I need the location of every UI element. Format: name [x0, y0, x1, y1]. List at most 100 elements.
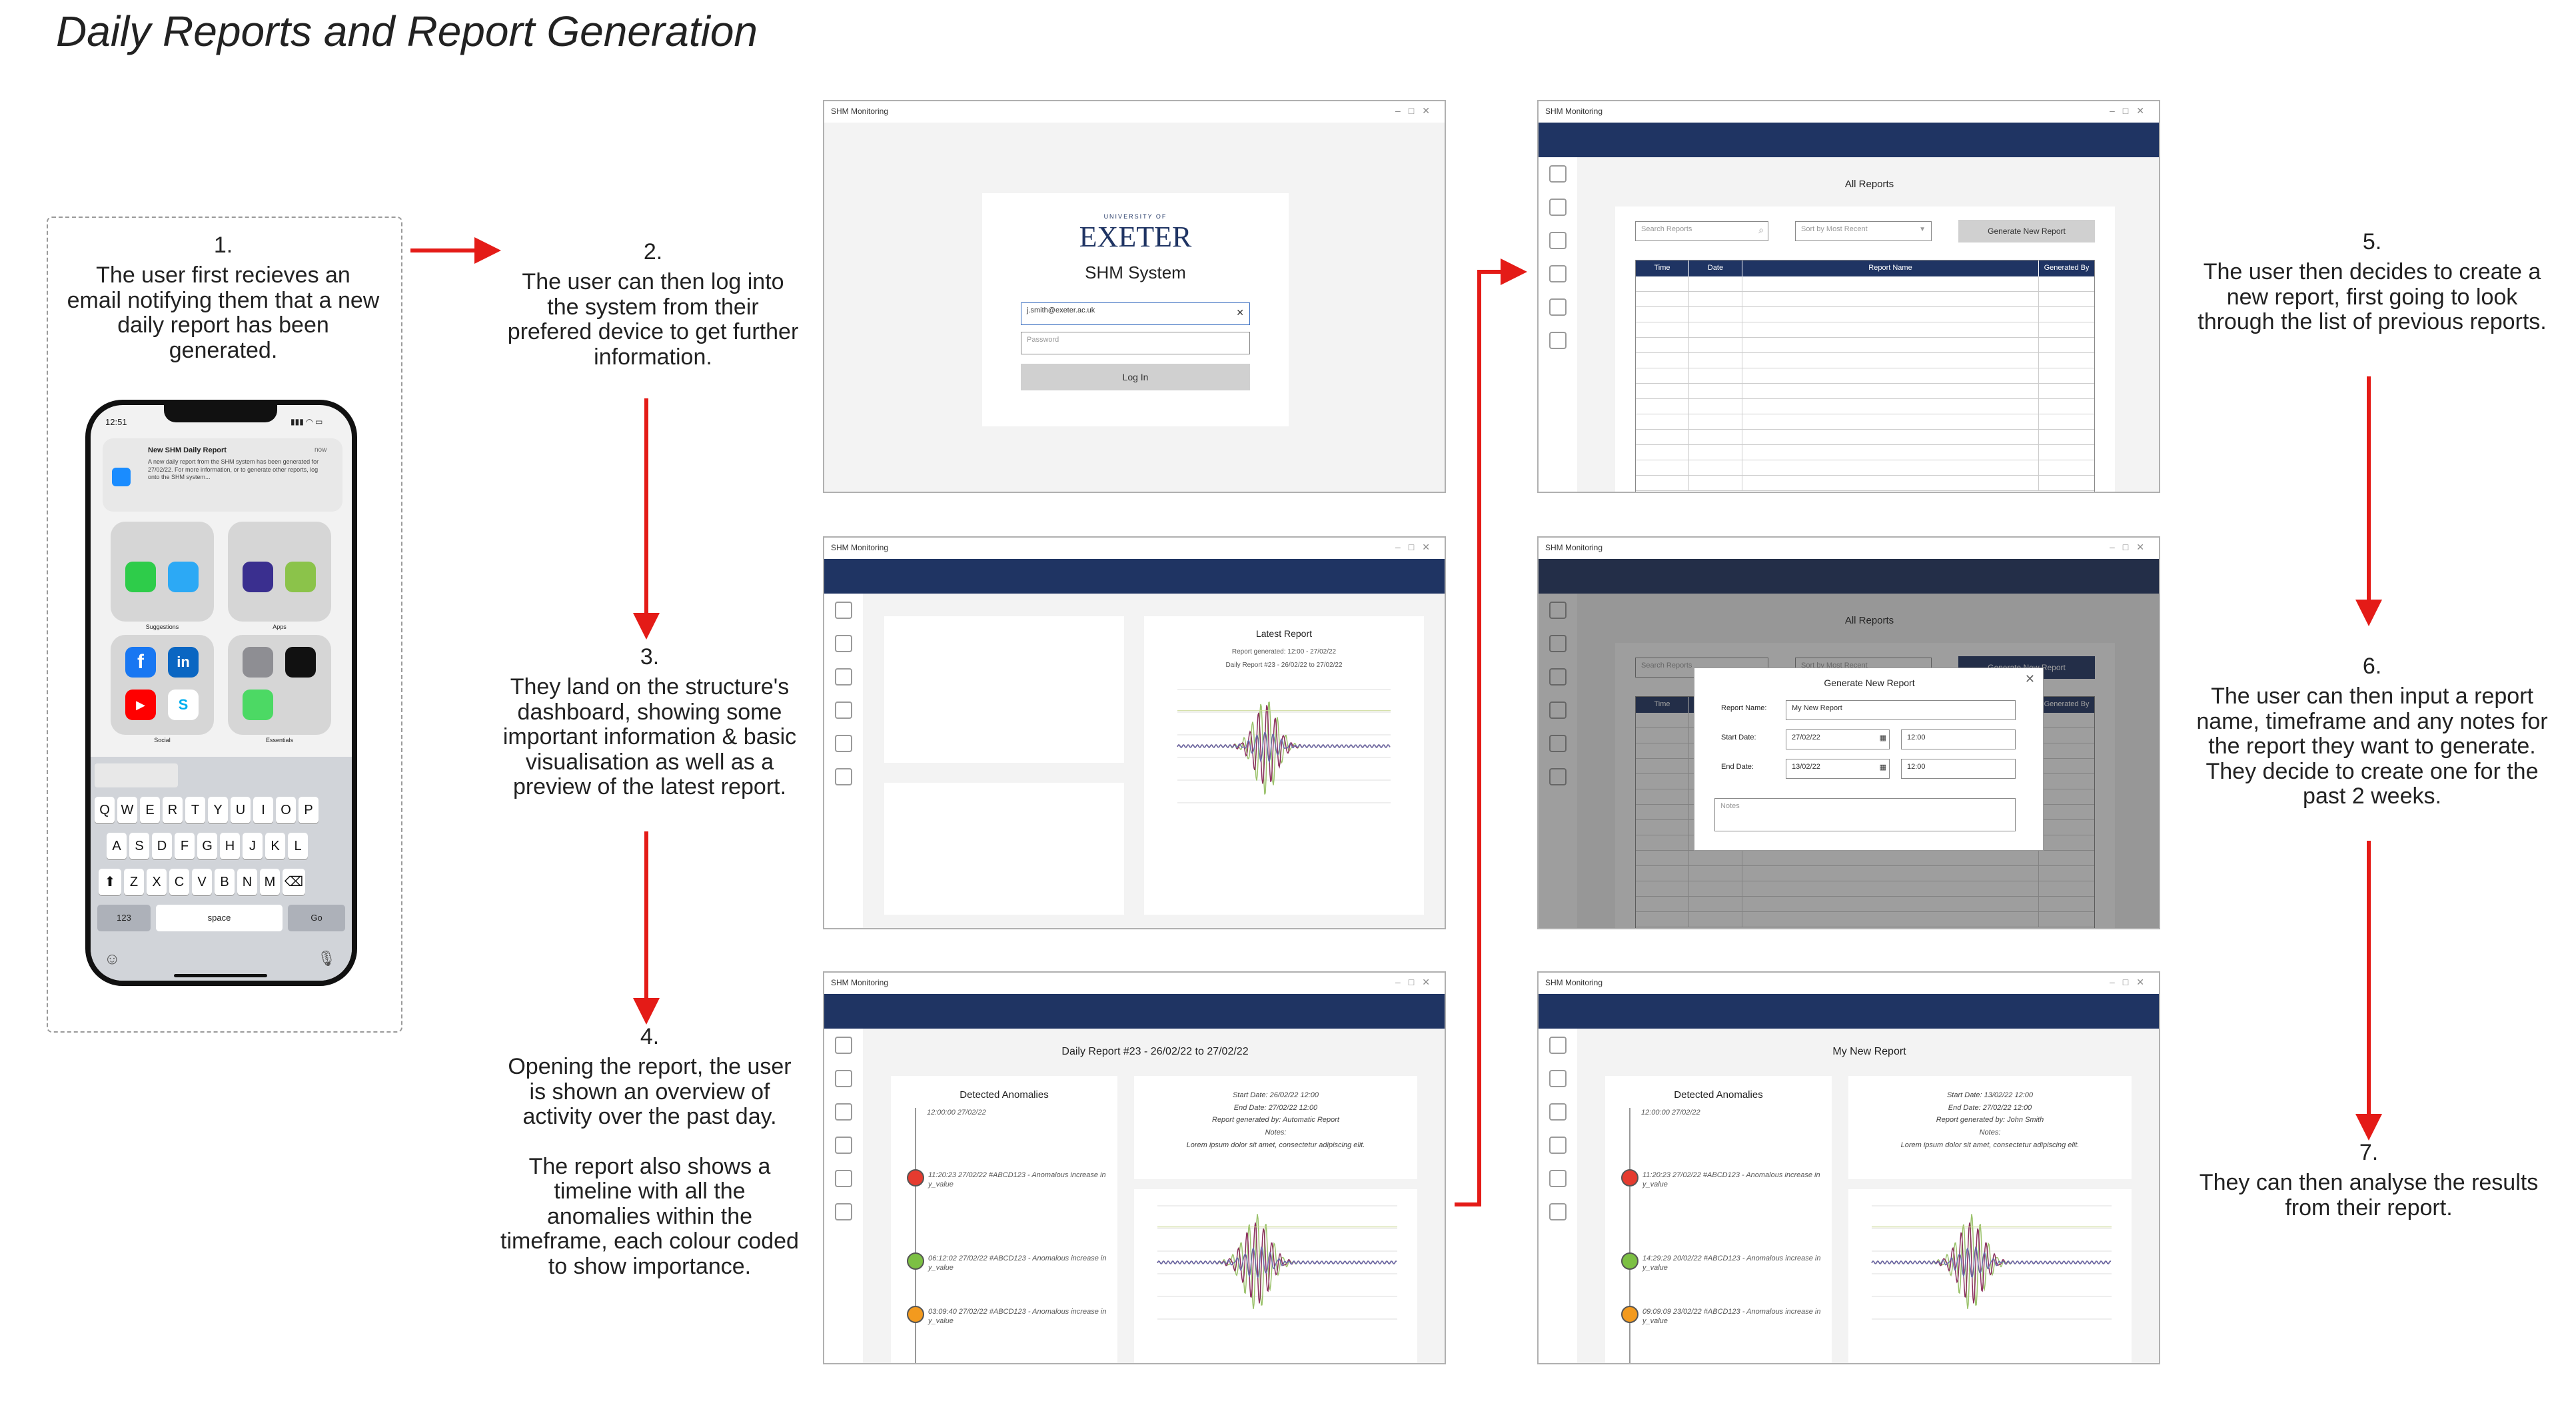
home-icon[interactable] — [1549, 165, 1567, 183]
table-row[interactable] — [1636, 353, 2094, 368]
key-n[interactable]: N — [237, 869, 257, 895]
key-b[interactable]: B — [215, 869, 235, 895]
table-row[interactable] — [1636, 414, 2094, 430]
key-c[interactable]: C — [169, 869, 189, 895]
delete-key[interactable]: ⌫ — [283, 869, 305, 895]
table-row[interactable] — [1636, 338, 2094, 353]
image-icon[interactable] — [1549, 232, 1567, 249]
window-controls[interactable]: –□✕ — [2110, 542, 2152, 552]
table-row[interactable] — [1636, 430, 2094, 445]
key-p[interactable]: P — [299, 797, 319, 823]
folder-apps[interactable] — [228, 522, 331, 622]
window-controls[interactable]: –□✕ — [1395, 977, 1438, 987]
table-row[interactable] — [1636, 851, 2094, 866]
anomaly-dot-orange[interactable] — [1621, 1306, 1638, 1323]
table-row[interactable] — [1636, 292, 2094, 307]
key-t[interactable]: T — [185, 797, 205, 823]
window-controls[interactable]: –□✕ — [2110, 105, 2152, 116]
key-z[interactable]: Z — [124, 869, 144, 895]
report-name-input[interactable]: My New Report — [1786, 700, 2016, 720]
key-d[interactable]: D — [152, 833, 172, 859]
key-i[interactable]: I — [253, 797, 273, 823]
password-field[interactable]: Password — [1021, 332, 1250, 354]
key-h[interactable]: H — [220, 833, 240, 859]
home-icon[interactable] — [835, 602, 852, 619]
table-row[interactable] — [1636, 897, 2094, 912]
table-row[interactable] — [1636, 399, 2094, 414]
code-icon[interactable] — [835, 1203, 852, 1220]
table-row[interactable] — [1636, 866, 2094, 881]
window-controls[interactable]: –□✕ — [2110, 977, 2152, 987]
mail-icon[interactable] — [835, 1070, 852, 1087]
notes-textarea[interactable]: Notes — [1714, 798, 2016, 831]
close-icon[interactable]: ✕ — [2024, 672, 2035, 686]
cloud-icon[interactable] — [1549, 735, 1567, 752]
table-row[interactable] — [1636, 276, 2094, 292]
code-icon[interactable] — [1549, 768, 1567, 785]
shift-key[interactable]: ⬆ — [99, 869, 121, 895]
key-j[interactable]: J — [243, 833, 263, 859]
anomaly-dot-red[interactable] — [1621, 1169, 1638, 1186]
code-icon[interactable] — [835, 768, 852, 785]
end-time-input[interactable]: 12:00 — [1901, 759, 2016, 779]
start-time-input[interactable]: 12:00 — [1901, 729, 2016, 749]
anomaly-dot-green[interactable] — [1621, 1252, 1638, 1270]
key-v[interactable]: V — [192, 869, 212, 895]
window-controls[interactable]: –□✕ — [1395, 542, 1438, 552]
cloud-icon[interactable] — [835, 1170, 852, 1187]
key-x[interactable]: X — [147, 869, 167, 895]
folder-essentials[interactable] — [228, 635, 331, 735]
chart-icon[interactable] — [835, 1137, 852, 1154]
key-space[interactable]: space — [156, 905, 283, 931]
table-row[interactable] — [1636, 322, 2094, 338]
home-icon[interactable] — [1549, 602, 1567, 619]
table-row[interactable] — [1636, 476, 2094, 491]
code-icon[interactable] — [1549, 332, 1567, 349]
anomaly-dot-green[interactable] — [907, 1252, 924, 1270]
mail-icon[interactable] — [1549, 635, 1567, 652]
mail-icon[interactable] — [835, 635, 852, 652]
key-123[interactable]: 123 — [97, 905, 151, 931]
chart-icon[interactable] — [835, 702, 852, 719]
search-input[interactable]: Search Reports ⌕ — [1635, 221, 1768, 241]
table-row[interactable] — [1636, 445, 2094, 460]
chart-icon[interactable] — [1549, 265, 1567, 282]
home-icon[interactable] — [835, 1037, 852, 1054]
cloud-icon[interactable] — [835, 735, 852, 752]
key-a[interactable]: A — [107, 833, 127, 859]
key-u[interactable]: U — [231, 797, 251, 823]
key-q[interactable]: Q — [95, 797, 115, 823]
start-date-input[interactable]: 27/02/22 ▦ — [1786, 729, 1890, 749]
table-row[interactable] — [1636, 307, 2094, 322]
key-f[interactable]: F — [175, 833, 195, 859]
generate-report-button[interactable]: Generate New Report — [1958, 220, 2095, 242]
sort-select[interactable]: Sort by Most Recent ▼ — [1795, 221, 1932, 241]
folder-suggestions[interactable] — [111, 522, 214, 622]
emoji-icon[interactable]: ☺ — [104, 950, 121, 968]
anomaly-dot-red[interactable] — [907, 1169, 924, 1186]
key-l[interactable]: L — [288, 833, 308, 859]
email-field[interactable]: j.smith@exeter.ac.uk ✕ — [1021, 302, 1250, 325]
chart-icon[interactable] — [1549, 1137, 1567, 1154]
mail-icon[interactable] — [1549, 1070, 1567, 1087]
table-row[interactable] — [1636, 912, 2094, 927]
chart-icon[interactable] — [1549, 702, 1567, 719]
key-r[interactable]: R — [163, 797, 183, 823]
home-icon[interactable] — [1549, 1037, 1567, 1054]
microphone-icon[interactable]: 🎙 — [317, 950, 336, 967]
key-g[interactable]: G — [197, 833, 217, 859]
table-row[interactable] — [1636, 368, 2094, 384]
key-go[interactable]: Go — [288, 905, 345, 931]
cloud-icon[interactable] — [1549, 298, 1567, 316]
key-o[interactable]: O — [276, 797, 296, 823]
key-y[interactable]: Y — [208, 797, 228, 823]
folder-social[interactable]: f in ▶ S — [111, 635, 214, 735]
email-notification[interactable]: New SHM Daily Report now A new daily rep… — [103, 438, 342, 512]
key-e[interactable]: E — [140, 797, 160, 823]
key-k[interactable]: K — [265, 833, 285, 859]
key-w[interactable]: W — [117, 797, 137, 823]
image-icon[interactable] — [835, 1103, 852, 1121]
window-controls[interactable]: –□✕ — [1395, 105, 1438, 116]
clear-icon[interactable]: ✕ — [1236, 307, 1244, 318]
